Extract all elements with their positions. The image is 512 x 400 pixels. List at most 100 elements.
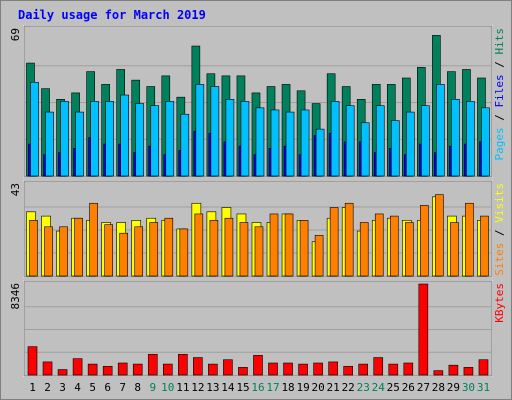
bar-kbytes — [102, 365, 113, 376]
x-tick-label: 7 — [119, 381, 126, 394]
bar-sites — [104, 224, 113, 277]
bar-kbytes — [268, 362, 278, 376]
x-tick-label: 22 — [342, 381, 355, 394]
bar-sites — [480, 215, 489, 277]
bar-sites — [179, 228, 189, 277]
bar-sites — [374, 213, 384, 277]
bar-pages — [270, 109, 280, 177]
bar-kbytes — [208, 363, 218, 376]
bar-kbytes — [193, 357, 203, 376]
x-tick-label: 31 — [477, 381, 490, 394]
bar-kbytes — [418, 283, 429, 376]
bar-kbytes — [313, 362, 323, 376]
x-tick-label: 4 — [74, 381, 81, 394]
x-tick-label: 2 — [44, 381, 51, 394]
x-tick-label: 28 — [432, 381, 445, 394]
bar-pages — [285, 111, 295, 177]
bar-kbytes — [373, 357, 384, 376]
bar-kbytes — [388, 363, 399, 376]
bar-sites — [134, 226, 144, 277]
x-tick-label: 30 — [462, 381, 475, 394]
bar-sites — [224, 217, 234, 277]
panel-middle: 43 Sites / Visits — [9, 180, 506, 278]
bar-pages — [150, 105, 160, 177]
bar-sites — [435, 194, 444, 277]
x-tick-label: 6 — [104, 381, 111, 394]
legend-item: KBytes — [493, 283, 506, 323]
legend-item: Pages — [493, 127, 506, 160]
bar-kbytes — [403, 362, 414, 376]
bar-kbytes — [223, 359, 233, 376]
bar-kbytes — [162, 363, 173, 376]
panel-top-legend: Pages / Files / Hits — [493, 28, 506, 161]
x-tick-label: 29 — [447, 381, 460, 394]
x-tick-label: 18 — [281, 381, 294, 394]
x-tick-label: 19 — [296, 381, 309, 394]
panel-middle-legend: Sites / Visits — [493, 183, 506, 276]
x-tick-label: 15 — [236, 381, 249, 394]
bar-sites — [465, 202, 474, 277]
bar-pages — [421, 105, 430, 177]
legend-item: Hits — [493, 28, 506, 55]
bar-sites — [149, 222, 159, 277]
bar-sites — [59, 226, 68, 277]
legend-item: / — [493, 223, 506, 243]
x-tick-label: 10 — [161, 381, 174, 394]
panel-middle-ymax-label: 43 — [9, 183, 22, 196]
bar-pages — [105, 101, 114, 177]
bar-pages — [165, 101, 175, 177]
bar-pages — [406, 111, 415, 177]
bar-sites — [329, 207, 339, 277]
bar-pages — [481, 107, 490, 177]
panel-top-ymax-label: 69 — [9, 28, 22, 41]
bar-pages — [466, 101, 475, 177]
bar-sites — [29, 220, 38, 277]
bar-sites — [299, 220, 309, 277]
bar-kbytes — [72, 358, 83, 376]
bar-sites — [389, 215, 399, 277]
bar-sites — [314, 235, 324, 277]
bar-pages — [30, 81, 39, 177]
bar-kbytes — [298, 363, 308, 376]
bar-pages — [210, 86, 220, 177]
x-tick-label: 3 — [59, 381, 66, 394]
bar-sites — [194, 213, 204, 277]
x-tick-label: 12 — [191, 381, 204, 394]
x-tick-label: 20 — [312, 381, 325, 394]
bar-sites — [209, 220, 219, 277]
bar-sites — [450, 222, 459, 277]
x-tick-label: 11 — [176, 381, 189, 394]
legend-item: Visits — [493, 183, 506, 223]
bar-kbytes — [178, 353, 188, 376]
x-tick-label: 8 — [134, 381, 141, 394]
legend-item: Sites — [493, 243, 506, 276]
x-tick-label: 27 — [417, 381, 430, 394]
bar-kbytes — [117, 362, 128, 376]
x-tick-label: 26 — [402, 381, 415, 394]
bar-pages — [135, 103, 145, 177]
bar-pages — [436, 84, 445, 177]
x-tick-label: 23 — [357, 381, 370, 394]
bar-kbytes — [238, 367, 248, 376]
x-tick-label: 9 — [149, 381, 156, 394]
x-tick-label: 25 — [387, 381, 400, 394]
bar-pages — [300, 109, 310, 177]
bar-pages — [75, 111, 84, 177]
bar-sites — [89, 202, 98, 277]
bar-kbytes — [57, 369, 68, 376]
panel-top: 69 Pages / Files / Hits — [9, 25, 506, 178]
bar-pages — [225, 99, 235, 177]
bar-sites — [405, 222, 414, 277]
bar-pages — [180, 113, 190, 177]
bar-kbytes — [283, 362, 293, 376]
bar-pages — [45, 111, 54, 177]
bar-kbytes — [27, 346, 38, 376]
bar-kbytes — [253, 355, 263, 376]
bar-kbytes — [147, 353, 158, 376]
bar-pages — [60, 101, 69, 177]
x-tick-label: 14 — [221, 381, 235, 394]
legend-item: / — [493, 55, 506, 75]
bar-pages — [120, 94, 129, 177]
panel-bottom-legend: KBytes — [493, 283, 506, 323]
